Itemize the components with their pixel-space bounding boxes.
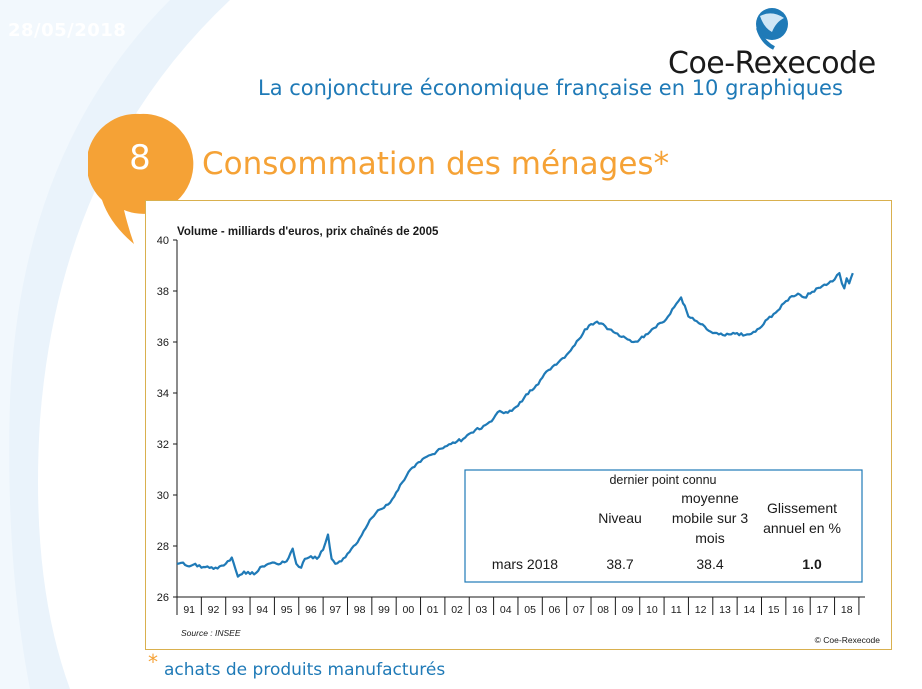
section-number-bubble (88, 113, 194, 244)
page-subtitle: La conjoncture économique française en 1… (258, 76, 843, 100)
x-tick-label: 01 (427, 604, 439, 616)
y-tick-label: 28 (157, 541, 169, 553)
table-col-glissement: Glissement annuel en % (763, 500, 841, 536)
date-label: 28/05/2018 (8, 20, 127, 41)
y-tick-label: 36 (157, 337, 169, 349)
y-tick-label: 34 (157, 388, 169, 400)
series-line-consumption (176, 272, 854, 578)
x-tick-label: 17 (817, 604, 829, 616)
x-tick-label: 12 (695, 604, 707, 616)
x-tick-label: 00 (403, 604, 415, 616)
logo-text: Coe-Rexecode (668, 46, 876, 81)
section-title: Consommation des ménages* (202, 146, 670, 182)
table-col-niveau: Niveau (598, 510, 642, 526)
x-tick-label: 14 (743, 604, 755, 616)
x-axis: 91 92 93 94 95 96 97 98 99 00 01 02 03 04 05 06 07 08 09 10… (176, 596, 865, 616)
table-value-glissement: 1.0 (802, 556, 822, 572)
y-tick-label: 32 (157, 439, 169, 451)
x-tick-label: 97 (329, 604, 341, 616)
x-tick-label: 92 (208, 604, 220, 616)
x-tick-label: 06 (549, 604, 561, 616)
y-tick-label: 26 (157, 592, 169, 604)
summary-table: dernier point connu Niveau moyenne mobile… (464, 469, 863, 583)
table-col-moyenne: moyenne mobile sur 3 mois (672, 490, 748, 546)
footnote-star: * (148, 650, 158, 674)
table-value-niveau: 38.7 (606, 556, 633, 572)
footnote: * achats de produits manufacturés (148, 650, 446, 680)
x-tick-label: 07 (573, 604, 585, 616)
copyright-label: © Coe-Rexecode (815, 635, 881, 645)
x-tick-label: 11 (671, 604, 682, 616)
globe-icon (756, 8, 788, 50)
table-value-moyenne: 38.4 (696, 556, 723, 572)
x-tick-label: 02 (451, 604, 463, 616)
y-tick-label: 30 (157, 490, 169, 502)
x-tick-label: 10 (646, 604, 658, 616)
section-number: 8 (129, 138, 151, 178)
x-tick-label: 15 (768, 604, 780, 616)
footnote-text: achats de produits manufacturés (164, 660, 446, 680)
x-tick-label: 09 (622, 604, 634, 616)
x-tick-label: 94 (256, 604, 268, 616)
y-axis: 26 28 30 32 34 36 38 40 (157, 235, 178, 604)
x-tick-label: 05 (524, 604, 536, 616)
x-tick-label: 04 (500, 604, 512, 616)
source-label: Source : INSEE (181, 628, 241, 638)
logo: Coe-Rexecode (662, 6, 887, 81)
x-tick-label: 98 (354, 604, 366, 616)
y-tick-label: 38 (157, 286, 169, 298)
x-tick-label: 13 (719, 604, 731, 616)
x-tick-label: 18 (841, 604, 853, 616)
table-header-top: dernier point connu (609, 473, 716, 487)
x-tick-label: 91 (183, 604, 195, 616)
x-tick-label: 03 (476, 604, 488, 616)
x-tick-label: 95 (281, 604, 293, 616)
x-tick-label: 96 (305, 604, 317, 616)
x-tick-label: 93 (232, 604, 244, 616)
x-tick-label: 16 (792, 604, 804, 616)
y-axis-label: Volume - milliards d'euros, prix chaînés… (177, 226, 439, 238)
consumption-line-chart: 26 28 30 32 34 36 38 40 91 92 93 94 95 96 97 98 99 00 01 0… (157, 226, 881, 645)
x-tick-label: 99 (378, 604, 390, 616)
y-tick-label: 40 (157, 235, 169, 247)
table-row-label: mars 2018 (492, 556, 558, 572)
x-tick-label: 08 (597, 604, 609, 616)
